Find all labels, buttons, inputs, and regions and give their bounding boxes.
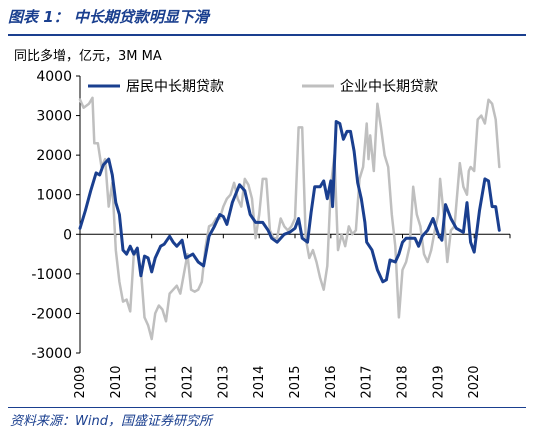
y-tick-label: 1000	[36, 188, 72, 204]
series-line-1	[78, 96, 501, 341]
y-tick-label: -2000	[31, 306, 72, 322]
legend-label-1: 企业中长期贷款	[340, 78, 438, 95]
y-tick-label: 4000	[36, 69, 72, 85]
y-tick-label: 0	[63, 227, 72, 243]
footer-divider	[8, 407, 526, 408]
legend-label-0: 居民中长期贷款	[126, 79, 224, 95]
x-tick-label: 2020	[467, 365, 482, 398]
y-tick-label: 2000	[36, 148, 72, 164]
x-tick-label: 2017	[360, 365, 375, 398]
x-tick-label: 2010	[109, 365, 124, 398]
x-tick-label: 2013	[216, 365, 231, 398]
y-tick-label: -1000	[31, 267, 72, 283]
chart-legend: 居民中长期贷款 企业中长期贷款	[88, 78, 438, 95]
y-tick-label: -3000	[31, 346, 72, 362]
x-tick-label: 2015	[288, 365, 303, 398]
chart-title: 图表 1： 中长期贷款明显下滑	[8, 8, 209, 26]
source-note: 资料来源：Wind，国盛证券研究所	[10, 414, 212, 429]
x-tick-label: 2012	[181, 365, 196, 398]
x-tick-label: 2019	[431, 365, 446, 398]
x-tick-label: 2011	[145, 365, 160, 398]
series-line-0	[78, 120, 501, 284]
chart-series	[78, 96, 501, 341]
unit-label: 同比多增，亿元，3M MA	[14, 49, 162, 64]
x-tick-label: 2014	[252, 365, 267, 398]
y-tick-label: 3000	[36, 109, 72, 125]
x-tick-label: 2016	[324, 365, 339, 398]
x-tick-label: 2009	[73, 365, 88, 398]
x-tick-label: 2018	[396, 365, 411, 398]
title-divider	[8, 34, 526, 36]
